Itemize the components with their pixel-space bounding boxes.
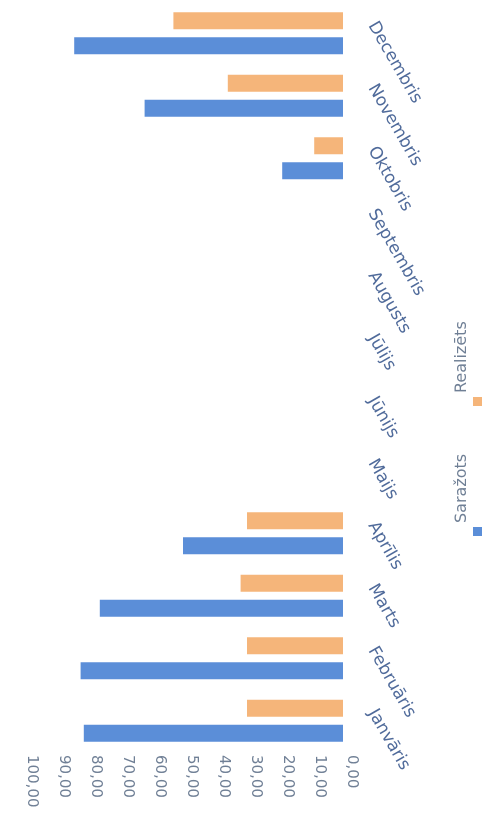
value-tick-label: 80,00	[88, 755, 106, 798]
bar-sarazots-11	[74, 37, 343, 55]
legend-swatch	[473, 397, 482, 406]
value-tick-label: 70,00	[120, 755, 138, 798]
category-label: Aprīlis	[364, 518, 408, 574]
legend-label: Realizēts	[451, 321, 470, 393]
bar-realizets-10	[227, 74, 343, 92]
value-tick-label: 100,00	[24, 755, 42, 808]
bar-realizets-11	[173, 12, 343, 30]
bar-realizets-9	[314, 137, 343, 155]
bar-realizets-0	[247, 699, 343, 717]
category-label: Marts	[364, 580, 405, 631]
bar-realizets-2	[240, 574, 343, 592]
category-axis-labels: JanvārisFebruārisMartsAprīlisMaijsJūnijs…	[363, 18, 429, 774]
bar-sarazots-9	[282, 162, 343, 180]
category-label: Jūlijs	[363, 329, 400, 374]
bar-sarazots-3	[183, 537, 343, 555]
legend-swatch	[473, 527, 482, 536]
legend: Saražots Realizēts	[451, 321, 482, 536]
value-tick-label: 20,00	[280, 755, 298, 798]
bar-sarazots-2	[99, 599, 343, 617]
bar-sarazots-10	[144, 99, 343, 117]
bar-realizets-1	[247, 637, 343, 655]
category-label: Maijs	[364, 455, 403, 503]
value-tick-label: 10,00	[312, 755, 330, 798]
legend-label: Saražots	[451, 454, 470, 523]
value-tick-label: 90,00	[56, 755, 74, 798]
bar-sarazots-1	[80, 662, 343, 680]
value-tick-label: 60,00	[152, 755, 170, 798]
bars-group	[74, 12, 344, 742]
value-tick-label: 40,00	[216, 755, 234, 798]
value-axis-ticks: 0,00 10,00 20,00 30,00 40,00 50,00 60,00 70,00 8…	[24, 755, 362, 808]
bar-realizets-3	[247, 512, 343, 530]
value-tick-label: 0,00	[344, 755, 362, 788]
bar-sarazots-0	[83, 724, 344, 742]
category-label: Jūnijs	[363, 392, 403, 442]
value-tick-label: 30,00	[248, 755, 266, 798]
value-tick-label: 50,00	[184, 755, 202, 798]
